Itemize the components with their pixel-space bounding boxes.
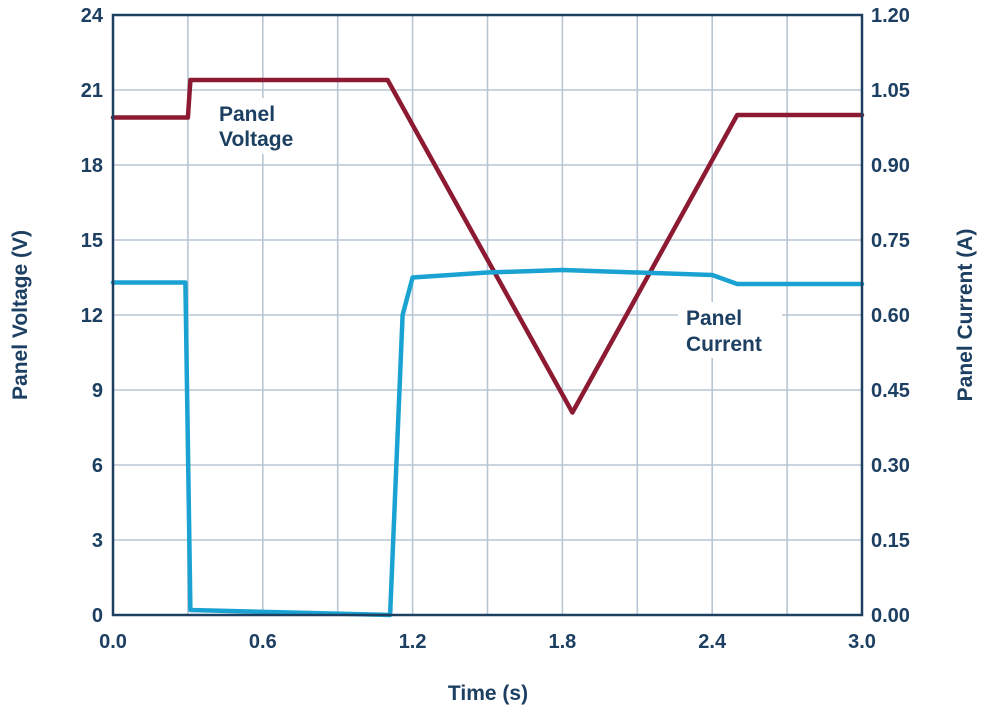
y-right-tick-label: 1.05: [871, 80, 910, 102]
y-right-tick-label: 0.00: [871, 605, 910, 627]
y-right-tick-label: 1.20: [871, 5, 910, 27]
voltage-annotation-line1: Panel: [219, 103, 275, 126]
y-left-tick-label: 9: [92, 380, 103, 402]
y-right-axis-title: Panel Current (A): [954, 229, 977, 402]
y-left-tick-label: 12: [81, 305, 103, 327]
y-left-tick-label: 15: [81, 230, 103, 252]
y-right-tick-label: 0.15: [871, 530, 910, 552]
x-tick-label: 0.6: [249, 631, 277, 653]
y-left-axis-title: Panel Voltage (V): [9, 230, 32, 400]
panel-current-line: [110, 267, 865, 618]
y-right-tick-label: 0.45: [871, 380, 910, 402]
x-tick-label: 1.8: [548, 631, 576, 653]
current-annotation: Panel Current: [678, 302, 782, 358]
panel-voltage-line: [110, 77, 865, 415]
x-axis-title: Time (s): [448, 682, 528, 705]
tick-labels: 0.0 0.6 1.2 1.8 2.4 3.0 0 3 6 9 12 15 18 21 24 0.00 0.15…: [81, 5, 910, 653]
y-right-tick-label: 0.60: [871, 305, 910, 327]
x-tick-label: 0.0: [99, 631, 127, 653]
x-tick-label: 2.4: [698, 631, 727, 653]
current-annotation-line1: Panel: [686, 307, 742, 330]
y-left-tick-label: 18: [81, 155, 103, 177]
current-annotation-line2: Current: [686, 333, 762, 356]
y-right-tick-label: 0.75: [871, 230, 910, 252]
x-tick-label: 3.0: [848, 631, 876, 653]
voltage-annotation: Panel Voltage: [212, 98, 316, 154]
x-tick-label: 1.2: [399, 631, 427, 653]
y-left-tick-label: 21: [81, 80, 103, 102]
y-left-tick-label: 0: [92, 605, 103, 627]
plot-frame: [111, 13, 864, 617]
voltage-annotation-line2: Voltage: [219, 128, 293, 151]
y-left-tick-label: 24: [81, 5, 104, 27]
y-right-tick-label: 0.90: [871, 155, 910, 177]
y-right-tick-label: 0.30: [871, 455, 910, 477]
series-layer: [110, 77, 865, 618]
y-left-tick-label: 3: [92, 530, 103, 552]
y-left-tick-label: 6: [92, 455, 103, 477]
